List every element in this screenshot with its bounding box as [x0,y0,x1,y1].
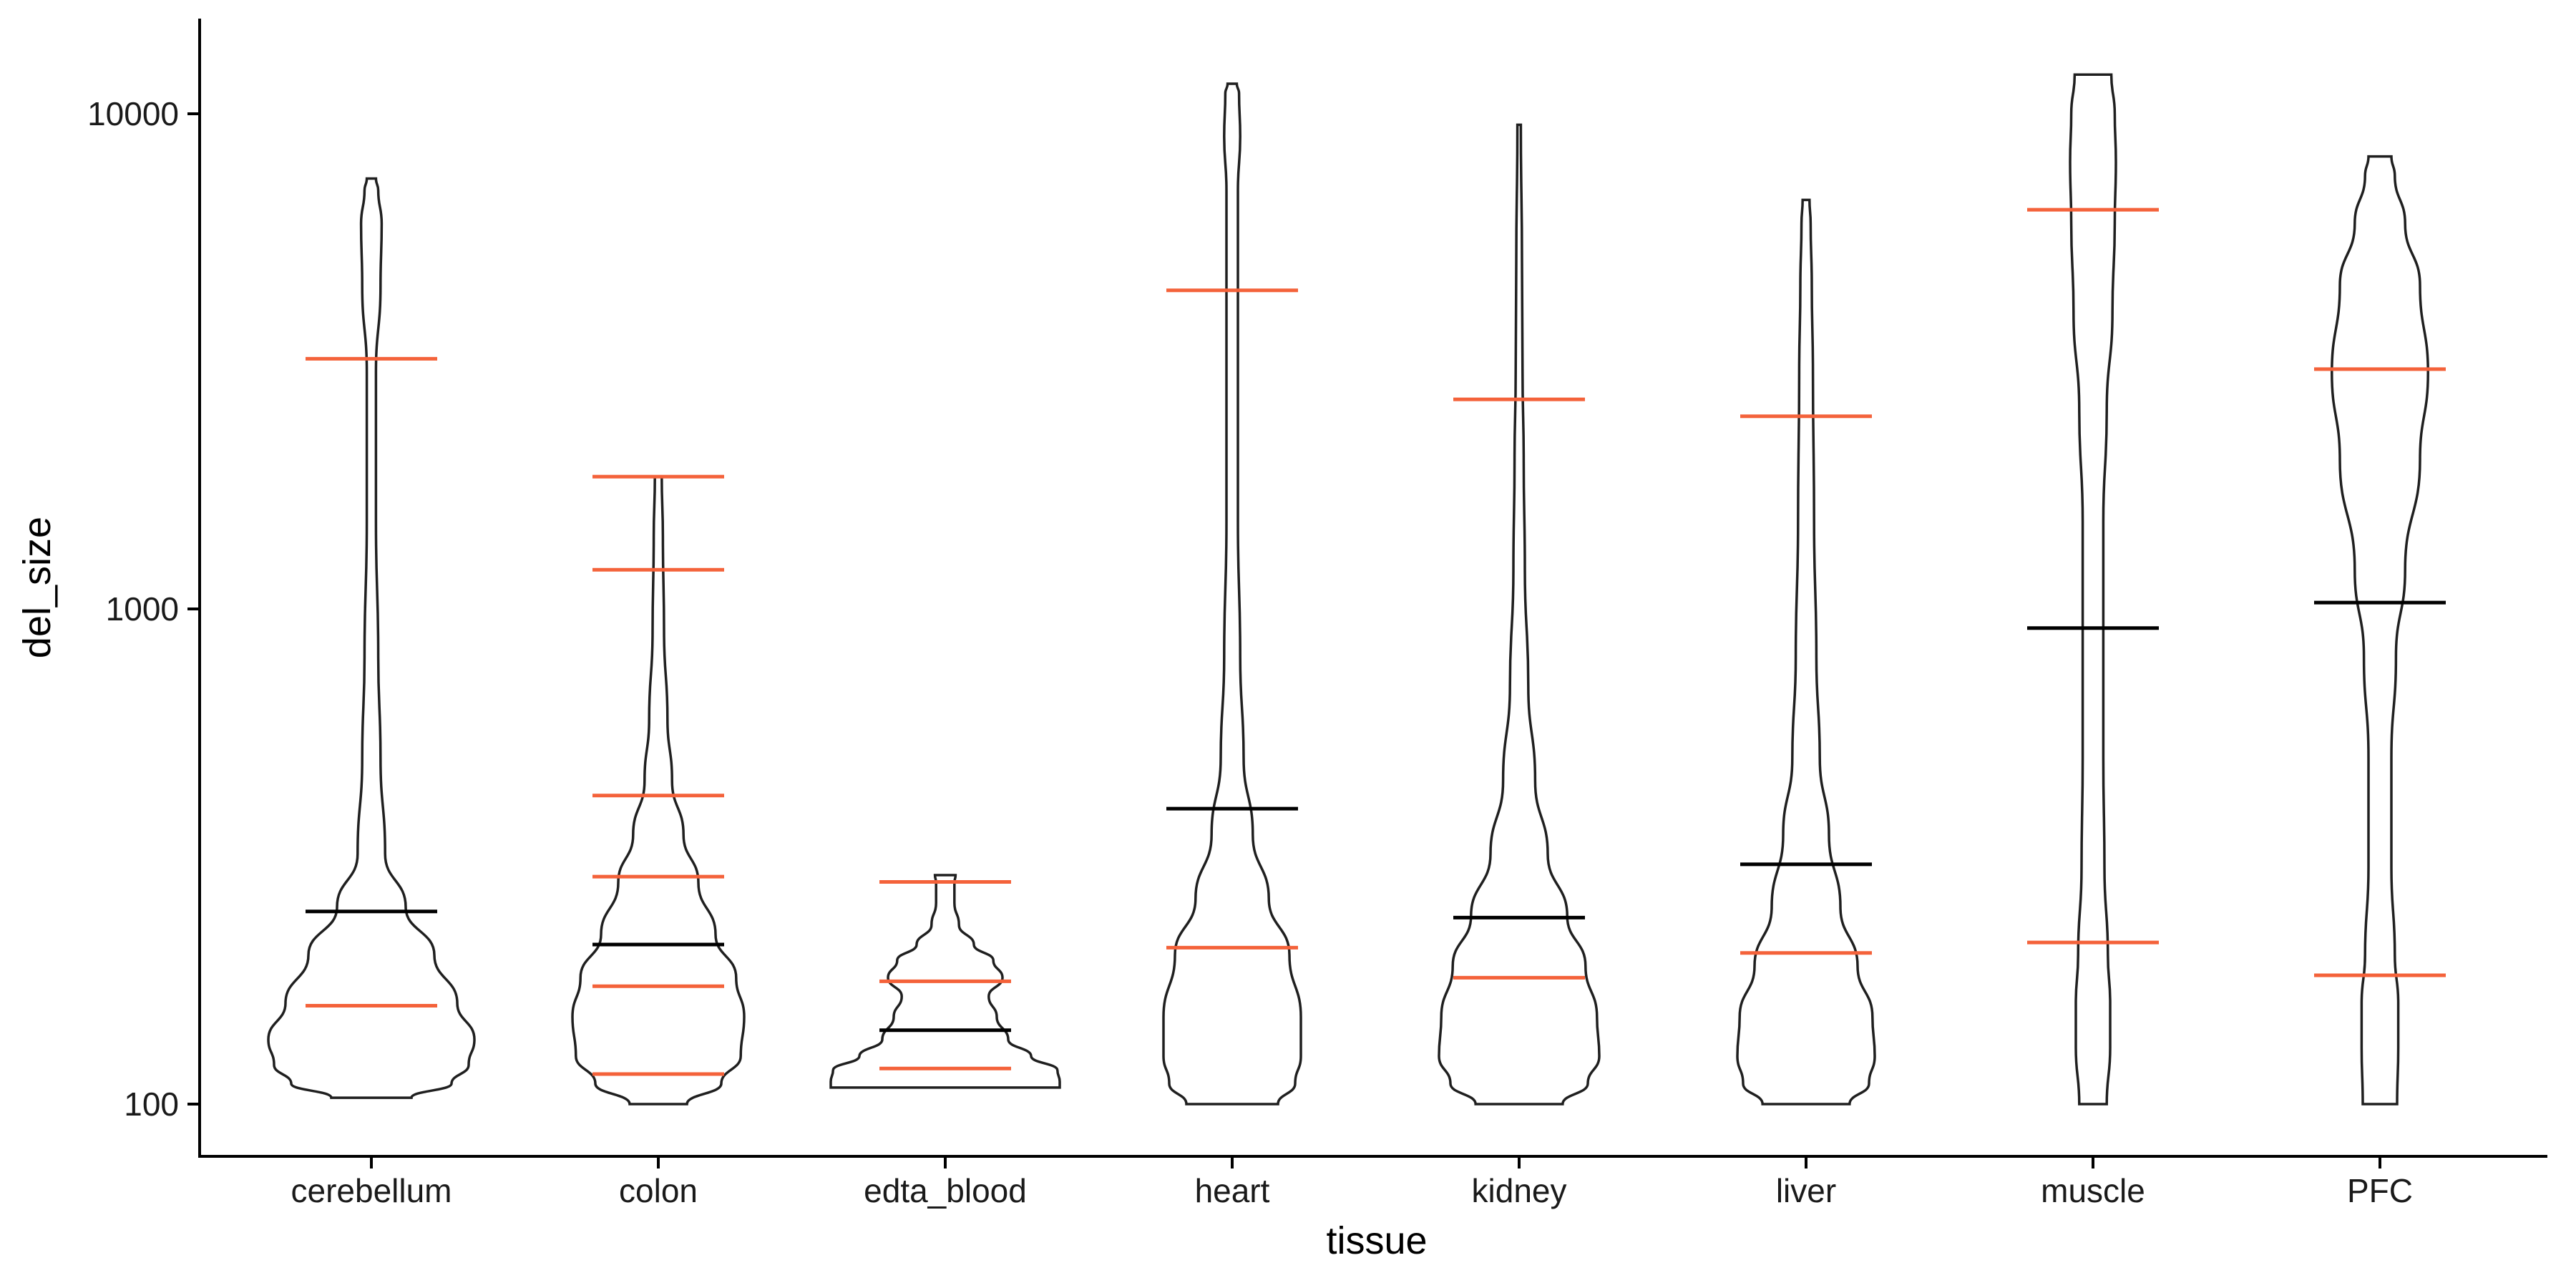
violin-outline [2331,155,2429,1106]
violin-outline [1438,123,1601,1106]
y-axis-ticks: 100 1000 10000 [87,95,200,1123]
x-tick-label: colon [619,1172,698,1209]
violin-heart [1162,82,1302,1106]
x-axis-title: tissue [1326,1219,1427,1262]
x-tick-label: liver [1776,1172,1836,1209]
y-tick-label: 1000 [106,590,179,628]
x-tick-label: muscle [2041,1172,2145,1209]
x-tick-label: cerebellum [291,1172,452,1209]
x-tick-label: heart [1195,1172,1270,1209]
violin-muscle [2027,73,2159,1106]
violin-outline [2069,73,2117,1106]
violin-liver [1736,198,1876,1106]
y-axis-title: del_size [16,517,59,658]
x-tick-label: edta_blood [864,1172,1027,1209]
x-tick-label: kidney [1472,1172,1567,1209]
x-axis-ticks: cerebellum colon edta_blood heart kidney live… [291,1156,2413,1209]
violin-cerebellum [267,177,476,1099]
violin-colon [571,474,746,1106]
y-tick-label: 10000 [87,95,179,132]
plot-area [267,73,2446,1106]
violin-outline [1162,82,1302,1106]
y-tick-label: 100 [124,1085,179,1123]
x-tick-label: PFC [2347,1172,2413,1209]
violin-outline [1736,198,1876,1106]
violin-PFC [2314,155,2446,1106]
violin-edta_blood [829,874,1061,1089]
violin-kidney [1438,123,1601,1106]
violin-outline [267,177,476,1099]
